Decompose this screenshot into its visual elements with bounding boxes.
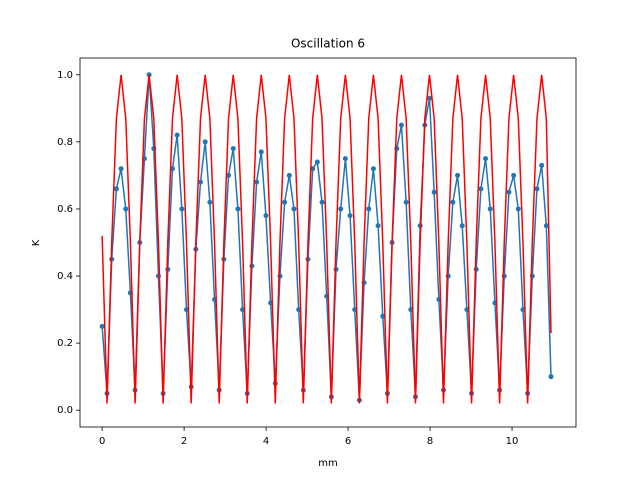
point	[375, 223, 381, 229]
x-axis-label: mm	[318, 458, 337, 469]
point	[258, 149, 264, 155]
point	[347, 213, 353, 219]
point	[314, 159, 320, 165]
point	[291, 206, 297, 212]
point	[123, 206, 129, 212]
point	[263, 213, 269, 219]
chart-title: Oscillation 6	[291, 37, 365, 51]
plot-frame	[79, 57, 577, 428]
point	[426, 95, 432, 101]
y-tick-label: 0.8	[57, 137, 73, 148]
x-tick-label: 8	[427, 436, 433, 447]
x-tick-label: 0	[99, 436, 105, 447]
point	[543, 223, 549, 229]
point	[539, 162, 545, 168]
y-tick-label: 1.0	[57, 70, 73, 81]
line	[101, 74, 552, 404]
y-axis-label: K	[31, 239, 42, 246]
point	[99, 323, 105, 329]
point	[198, 179, 204, 185]
point	[235, 206, 241, 212]
point	[483, 156, 489, 162]
point	[478, 186, 484, 192]
point	[515, 206, 521, 212]
point	[403, 199, 409, 205]
point	[286, 172, 292, 178]
x-tick-label: 6	[345, 436, 351, 447]
x-tick-label: 2	[181, 436, 187, 447]
point	[230, 146, 236, 152]
point	[254, 179, 260, 185]
point	[370, 166, 376, 172]
point	[366, 206, 372, 212]
point	[548, 374, 554, 380]
point	[459, 223, 465, 229]
point	[450, 199, 456, 205]
point	[338, 206, 344, 212]
y-tick-label: 0.6	[57, 204, 73, 215]
point	[487, 206, 493, 212]
x-tick-label: 10	[506, 436, 519, 447]
point	[207, 199, 213, 205]
point	[202, 139, 208, 145]
point	[506, 189, 512, 195]
x-tick-label: 4	[263, 436, 269, 447]
point	[174, 132, 180, 138]
point	[342, 156, 348, 162]
point	[511, 172, 517, 178]
point	[179, 206, 185, 212]
point	[282, 199, 288, 205]
point	[319, 199, 325, 205]
point	[431, 189, 437, 195]
point	[398, 122, 404, 128]
point	[113, 186, 119, 192]
y-tick-label: 0.0	[57, 405, 73, 416]
y-tick-label: 0.4	[57, 271, 73, 282]
point	[118, 166, 124, 172]
point	[534, 186, 540, 192]
point	[455, 172, 461, 178]
point	[380, 313, 386, 319]
y-tick-label: 0.2	[57, 338, 73, 349]
point	[226, 172, 232, 178]
